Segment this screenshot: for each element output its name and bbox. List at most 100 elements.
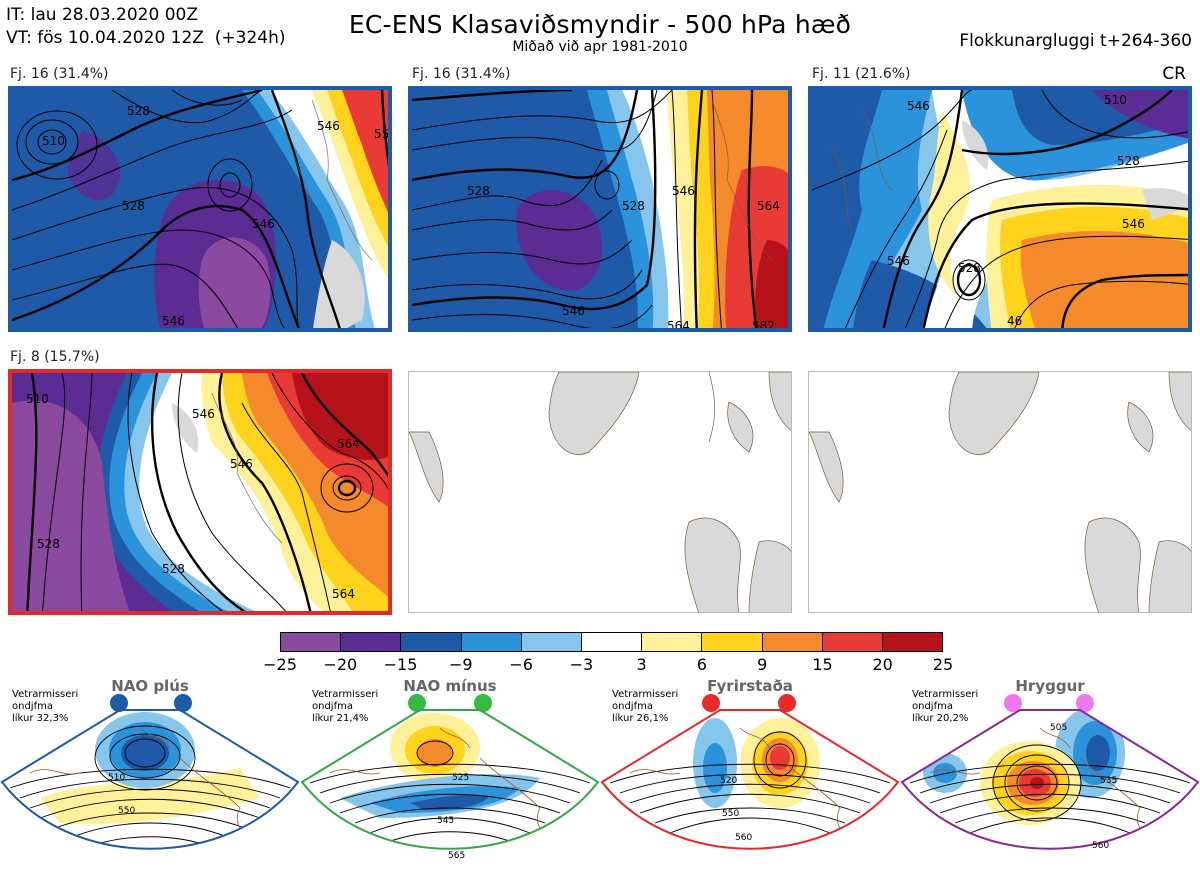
note-line: ondjfma (912, 701, 953, 712)
colorbar-swatch (822, 633, 883, 651)
regime-name: NAO plús (111, 677, 189, 695)
header-info: IT: lau 28.03.2020 00Z VT: fös 10.04.202… (6, 4, 285, 50)
colorbar-tick: −25 (263, 655, 297, 674)
regime-name: NAO mínus (403, 677, 497, 695)
regime-dot (474, 694, 492, 712)
regime-name: Fyrirstaða (707, 677, 793, 695)
contour-label: 546 (317, 119, 340, 133)
regime-dot (702, 694, 720, 712)
page-title: EC-ENS Klasaviðsmyndir - 500 hPa hæð (348, 10, 852, 39)
note-line: Vetrarmisseri (912, 689, 979, 700)
regime-dot (110, 694, 128, 712)
colorbar-tick: −15 (383, 655, 418, 674)
regime-note: Vetrarmisseri ondjfma líkur 20,2% (912, 689, 992, 725)
regime-fyrirstada: Fyrirstaða Vetrarmisseri ondjfma líkur 26,… (600, 677, 900, 871)
contour-label: 560 (735, 833, 752, 843)
cluster-map-3: 510 528 528 546 546 546 46 (808, 86, 1192, 332)
colorbar-swatch (521, 633, 582, 651)
regime-nao-plus: NAO plús Vetrarmisseri ondjfma líkur 32,3% (0, 677, 300, 871)
contour-label: 565 (448, 851, 465, 861)
colorbar-tick: −9 (449, 655, 473, 674)
colorbar-tick: 20 (872, 655, 893, 674)
contour-label: 582 (752, 319, 775, 332)
regime-note: Vetrarmisseri ondjfma líkur 26,1% (612, 689, 692, 725)
colorbar-swatch (882, 633, 943, 651)
contour-label: 550 (722, 809, 739, 819)
contour-label: 546 (887, 254, 910, 268)
regime-nao-minus: NAO mínus Vetrarmisseri ondjfma líkur 21,4… (300, 677, 600, 871)
note-line: líkur 20,2% (912, 713, 969, 724)
colorbar-swatch (762, 633, 823, 651)
note-line: ondjfma (612, 701, 653, 712)
cluster-map-4: 510 528 528 546 546 564 564 (8, 369, 392, 615)
contour-label: 546 (192, 407, 215, 421)
contour-label: 528 (37, 537, 60, 551)
contour-label: 564 (757, 199, 780, 213)
colorbar-tick: −20 (323, 655, 358, 674)
contour-label: 520 (720, 776, 737, 786)
regime-hryggur: Hryggur Vetrarmisseri ondjfma líkur 20,2% (900, 677, 1200, 871)
cluster-map-2: 528 528 546 546 564 582 564 (408, 86, 792, 332)
it-line: IT: lau 28.03.2020 00Z (6, 5, 198, 25)
cluster-label-4: Fj. 8 (15.7%) (10, 349, 100, 365)
contour-label: 510 (108, 773, 125, 783)
colorbar-tick: 9 (757, 655, 768, 674)
note-line: Vetrarmisseri (312, 689, 379, 700)
colorbar-swatch (581, 633, 643, 651)
cluster-label-2: Fj. 16 (31.4%) (412, 66, 511, 82)
colorbar-swatch (461, 633, 522, 651)
empty-map-5 (408, 371, 792, 613)
empty-map-6 (808, 371, 1192, 613)
regime-note: Vetrarmisseri ondjfma líkur 32,3% (12, 689, 92, 725)
note-line: ondjfma (12, 701, 53, 712)
regime-dot (1004, 694, 1022, 712)
regime-dot (1076, 694, 1094, 712)
contour-label: 528 (958, 261, 981, 275)
colorbar (280, 632, 943, 652)
cluster-label-1: Fj. 16 (31.4%) (10, 66, 109, 82)
contour-label: 528 (1117, 154, 1140, 168)
colorbar-swatch (281, 633, 342, 651)
contour-label: 546 (162, 314, 185, 328)
contour-label: 528 (467, 184, 490, 198)
contour-label: 546 (562, 304, 585, 318)
contour-label: 564 (332, 587, 355, 601)
colorbar-swatch (642, 633, 703, 651)
contour-label: 528 (127, 104, 150, 118)
contour-label: 564 (337, 437, 360, 451)
contour-label: 525 (452, 773, 469, 783)
contour-label: 528 (162, 562, 185, 576)
contour-label: 528 (122, 199, 145, 213)
contour-label: 505 (1050, 723, 1067, 733)
contour-label: 546 (907, 99, 930, 113)
note-line: líkur 32,3% (12, 713, 69, 724)
note-line: Vetrarmisseri (12, 689, 79, 700)
cluster-label-3: Fj. 11 (21.6%) (812, 66, 911, 82)
contour-label: 550 (118, 806, 135, 816)
colorbar-tick: 3 (636, 655, 647, 674)
note-line: ondjfma (312, 701, 353, 712)
regime-note: Vetrarmisseri ondjfma líkur 21,4% (312, 689, 392, 725)
window-label: Flokkunargluggi t+264-360 (959, 31, 1192, 51)
contour-label: 510 (26, 392, 49, 406)
colorbar-tick: −3 (569, 655, 594, 674)
contour-label: 46 (1007, 314, 1022, 328)
regime-name: Hryggur (1015, 677, 1085, 695)
contour-label: 528 (622, 199, 645, 213)
regime-dot (174, 694, 192, 712)
note-line: Vetrarmisseri (612, 689, 679, 700)
contour-label: 560 (1092, 841, 1109, 851)
contour-label: 564 (667, 319, 690, 332)
contour-label: 55 (374, 127, 389, 141)
cr-label: CR (1162, 64, 1186, 84)
vt-line: VT: fös 10.04.2020 12Z (+324h) (6, 28, 286, 48)
note-line: líkur 21,4% (312, 713, 369, 724)
regime-dot (778, 694, 796, 712)
colorbar-tick: 6 (696, 655, 707, 674)
colorbar-swatch (702, 633, 763, 651)
colorbar-swatch (341, 633, 402, 651)
cluster-map-1: 510 528 528 546 546 546 55 (8, 86, 392, 332)
colorbar-tick: 25 (932, 655, 954, 674)
contour-label: 546 (230, 457, 253, 471)
contour-label: 546 (1122, 217, 1145, 231)
